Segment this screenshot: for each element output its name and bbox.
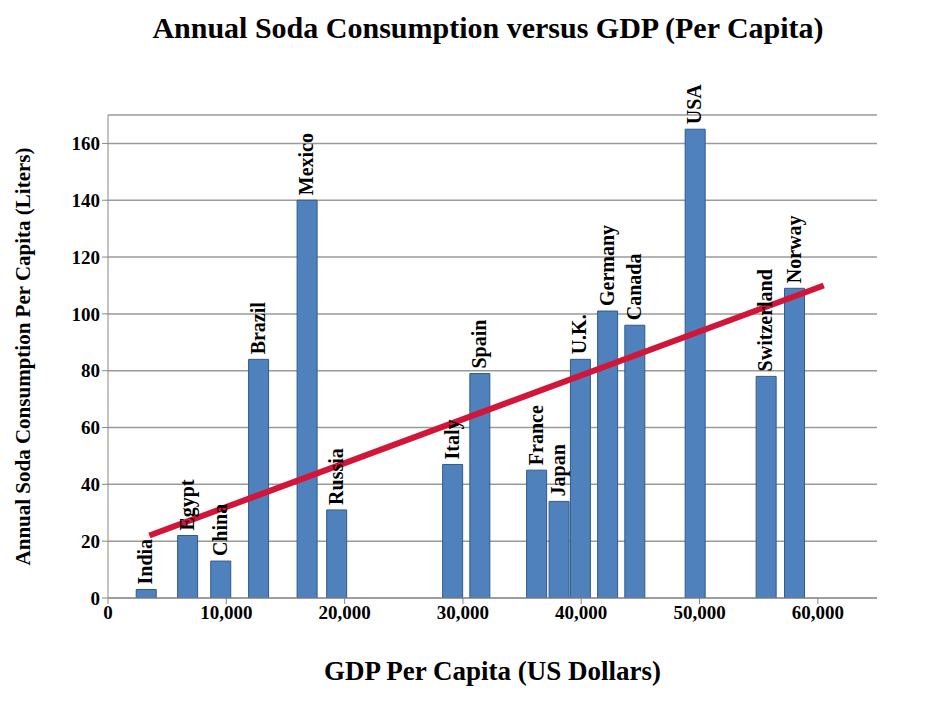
svg-text:Norway: Norway	[783, 216, 806, 284]
svg-text:Germany: Germany	[596, 225, 619, 306]
svg-text:Canada: Canada	[623, 254, 645, 321]
svg-text:10,000: 10,000	[200, 602, 252, 623]
svg-text:100: 100	[72, 304, 101, 325]
svg-text:Spain: Spain	[468, 320, 491, 369]
html-text:Annual Soda Consumption versus: Annual Soda Consumption versus GDP (Per …	[152, 11, 824, 44]
svg-text:20,000: 20,000	[318, 602, 370, 623]
svg-text:USA: USA	[683, 84, 705, 125]
svg-text:Mexico: Mexico	[295, 133, 317, 195]
svg-text:60,000: 60,000	[792, 602, 844, 623]
svg-text:Japan: Japan	[547, 444, 570, 496]
svg-text:160: 160	[72, 133, 101, 154]
svg-text:Egypt: Egypt	[176, 479, 199, 530]
svg-text:Switzerland: Switzerland	[754, 269, 776, 371]
svg-text:Annual Soda Consumption Per Ca: Annual Soda Consumption Per Capita (Lite…	[11, 148, 35, 566]
svg-text:Brazil: Brazil	[247, 302, 269, 355]
svg-text:India: India	[134, 539, 156, 585]
svg-text:Italy: Italy	[441, 419, 464, 459]
svg-text:Russia: Russia	[325, 448, 347, 505]
svg-text:40: 40	[81, 474, 100, 495]
svg-text:140: 140	[72, 190, 101, 211]
svg-text:0: 0	[91, 588, 101, 609]
svg-text:U.K.: U.K.	[568, 314, 590, 354]
svg-text:China: China	[209, 504, 231, 556]
svg-text:France: France	[525, 405, 547, 465]
svg-text:40,000: 40,000	[555, 602, 607, 623]
svg-text:GDP Per Capita (US Dollars): GDP Per Capita (US Dollars)	[324, 656, 661, 686]
svg-text:30,000: 30,000	[437, 602, 489, 623]
svg-text:80: 80	[81, 360, 100, 381]
svg-text:20: 20	[81, 531, 100, 552]
svg-text:0: 0	[103, 602, 113, 623]
svg-text:50,000: 50,000	[673, 602, 725, 623]
svg-text:120: 120	[72, 247, 101, 268]
svg-text:60: 60	[81, 417, 100, 438]
